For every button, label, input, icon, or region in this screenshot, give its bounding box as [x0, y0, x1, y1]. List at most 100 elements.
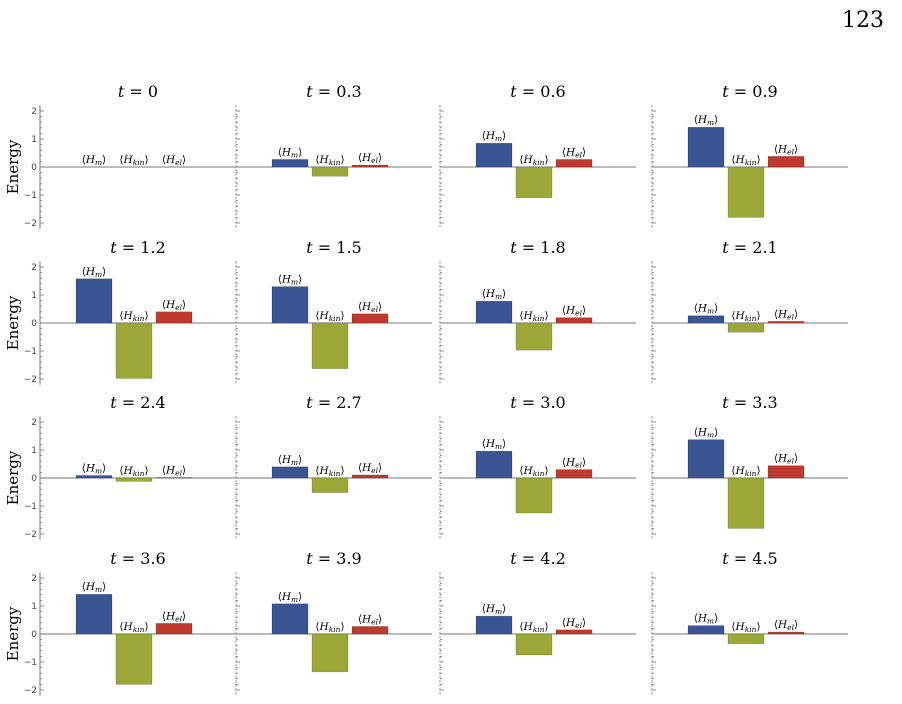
bar-label: ⟨Hkin⟩ — [119, 154, 148, 167]
y-tick-label: 0 — [31, 630, 37, 640]
y-tick-label: 2 — [31, 263, 37, 273]
panel-title: t = 1.2 — [110, 238, 165, 257]
y-tick-label: −1 — [24, 347, 37, 357]
y-tick-label: −2 — [24, 530, 37, 540]
bar-h-m — [271, 603, 309, 635]
bar-h-m — [475, 450, 513, 479]
y-tick-label: 2 — [31, 574, 37, 584]
bar-h-m — [271, 466, 309, 479]
bar-h-m — [687, 315, 725, 324]
y-tick-label: 0 — [31, 319, 37, 329]
y-axis-label: Energy — [4, 295, 22, 350]
y-tick-label: 2 — [31, 418, 37, 428]
bar-label: ⟨Hel⟩ — [162, 610, 186, 623]
y-tick-label: −2 — [24, 686, 37, 696]
bar-h-el — [555, 317, 593, 324]
panel-title: t = 3.3 — [722, 393, 777, 412]
bar-label: ⟨Hm⟩ — [482, 288, 507, 301]
bar-label: ⟨Hkin⟩ — [315, 310, 344, 323]
bar-label: ⟨Hel⟩ — [774, 143, 798, 156]
bar-label: ⟨Hm⟩ — [482, 438, 507, 451]
bar-label: ⟨Hm⟩ — [82, 462, 107, 475]
bar-h-kin — [727, 633, 765, 645]
bar-h-kin — [727, 166, 765, 218]
bar-h-kin — [115, 633, 153, 685]
bar-h-el — [555, 159, 593, 168]
bar-label: ⟨Hm⟩ — [278, 454, 303, 467]
bar-h-m — [271, 286, 309, 324]
bar-label: ⟨Hm⟩ — [278, 146, 303, 159]
bar-h-el — [555, 469, 593, 479]
y-tick-label: 1 — [31, 446, 37, 456]
bar-h-kin — [727, 322, 765, 333]
bar-h-kin — [515, 477, 553, 514]
y-tick-label: −1 — [24, 658, 37, 668]
bar-label: ⟨Hkin⟩ — [315, 621, 344, 634]
y-tick-label: 0 — [31, 163, 37, 173]
bar-label: ⟨Hel⟩ — [162, 299, 186, 312]
bar-h-m — [687, 126, 725, 168]
page-number: 123 — [842, 8, 884, 33]
bar-label: ⟨Hel⟩ — [358, 301, 382, 314]
bar-label: ⟨Hel⟩ — [562, 146, 586, 159]
bar-label: ⟨Hm⟩ — [278, 591, 303, 604]
bar-h-el — [555, 629, 593, 635]
panel-title: t = 3.0 — [510, 393, 565, 412]
y-tick-label: −1 — [24, 191, 37, 201]
bar-label: ⟨Hkin⟩ — [519, 465, 548, 478]
bar-h-kin — [311, 477, 349, 493]
bar-label: ⟨Hel⟩ — [774, 308, 798, 321]
bar-h-kin — [115, 322, 153, 379]
bar-label: ⟨Hel⟩ — [162, 154, 186, 167]
bar-label: ⟨Hel⟩ — [162, 464, 186, 477]
bar-h-el — [767, 321, 805, 324]
panel-title: t = 1.5 — [306, 238, 361, 257]
bar-label: ⟨Hel⟩ — [358, 152, 382, 165]
bar-label: ⟨Hkin⟩ — [119, 465, 148, 478]
bar-h-m — [75, 278, 113, 324]
bar-label: ⟨Hkin⟩ — [731, 465, 760, 478]
bar-h-m — [75, 593, 113, 635]
bar-h-m — [271, 159, 309, 168]
bar-label: ⟨Hkin⟩ — [731, 310, 760, 323]
bar-label: ⟨Hkin⟩ — [119, 621, 148, 634]
bar-h-el — [767, 156, 805, 168]
y-tick-label: −2 — [24, 375, 37, 385]
bar-h-el — [351, 626, 389, 635]
bar-label: ⟨Hm⟩ — [278, 274, 303, 287]
bar-label: ⟨Hm⟩ — [82, 154, 107, 167]
y-tick-label: −2 — [24, 219, 37, 229]
bar-label: ⟨Hel⟩ — [358, 613, 382, 626]
bar-label: ⟨Hel⟩ — [562, 617, 586, 630]
bar-h-el — [155, 311, 193, 324]
panel-title: t = 0.9 — [722, 82, 777, 101]
panel-title: t = 1.8 — [510, 238, 565, 257]
bar-h-m — [475, 615, 513, 635]
y-axis-label: Energy — [4, 139, 22, 194]
y-tick-label: 1 — [31, 291, 37, 301]
y-axis-label: Energy — [4, 450, 22, 505]
bar-h-el — [351, 164, 389, 168]
bar-label: ⟨Hm⟩ — [694, 427, 719, 440]
panel-title: t = 3.6 — [110, 549, 165, 568]
bar-label: ⟨Hkin⟩ — [315, 154, 344, 167]
bar-h-kin — [311, 166, 349, 177]
bar-label: ⟨Hkin⟩ — [315, 465, 344, 478]
y-tick-label: 0 — [31, 474, 37, 484]
bar-label: ⟨Hm⟩ — [694, 114, 719, 127]
bar-label: ⟨Hkin⟩ — [119, 310, 148, 323]
bar-h-el — [767, 631, 805, 635]
bar-label: ⟨Hm⟩ — [82, 266, 107, 279]
bar-label: ⟨Hel⟩ — [774, 453, 798, 466]
panel-title: t = 3.9 — [306, 549, 361, 568]
bar-label: ⟨Hel⟩ — [774, 619, 798, 632]
bar-label: ⟨Hm⟩ — [694, 303, 719, 316]
bar-label: ⟨Hm⟩ — [82, 581, 107, 594]
panel-title: t = 2.4 — [110, 393, 165, 412]
panel-title: t = 2.1 — [722, 238, 777, 257]
bar-label: ⟨Hm⟩ — [694, 613, 719, 626]
bar-h-m — [475, 300, 513, 324]
bar-label: ⟨Hm⟩ — [482, 603, 507, 616]
bar-h-m — [475, 142, 513, 168]
